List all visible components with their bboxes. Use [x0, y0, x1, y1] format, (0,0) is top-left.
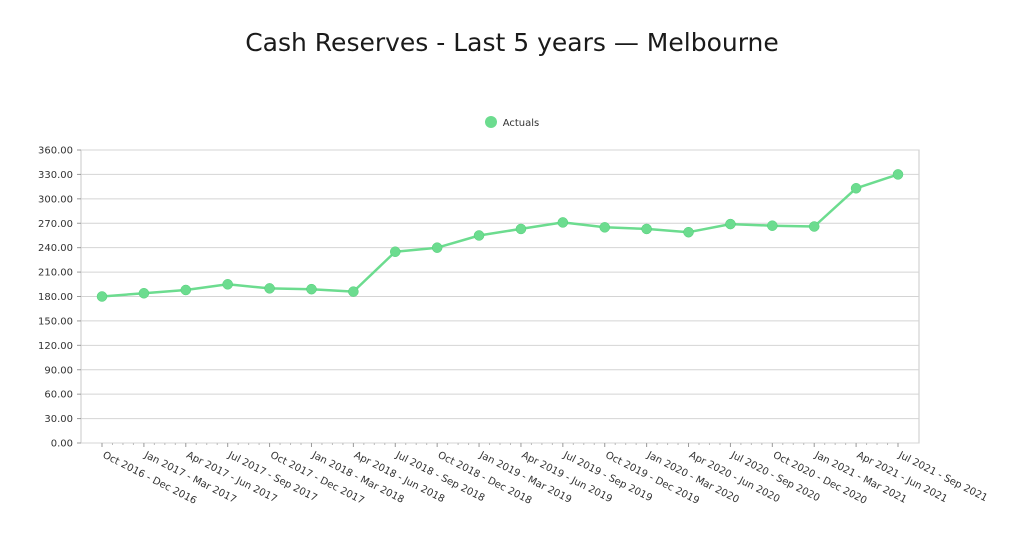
legend-marker	[484, 116, 497, 128]
y-tick-label: 120.00	[38, 341, 73, 352]
legend-label: Actuals	[502, 118, 540, 129]
y-tick-label: 330.00	[38, 170, 73, 181]
y-tick-label: 180.00	[38, 292, 73, 303]
data-point	[725, 218, 736, 230]
data-point	[515, 223, 527, 235]
data-point	[473, 230, 485, 241]
y-tick-label: 270.00	[38, 219, 73, 230]
data-point	[767, 220, 778, 231]
data-point	[892, 169, 904, 180]
data-point	[683, 226, 694, 238]
y-tick-label: 240.00	[38, 243, 73, 254]
data-point	[390, 246, 401, 257]
y-tick-label: 300.00	[38, 194, 73, 205]
data-point	[264, 283, 275, 294]
data-point	[850, 183, 862, 194]
data-point	[348, 286, 359, 297]
data-point	[557, 217, 569, 228]
y-tick-label: 210.00	[38, 268, 73, 279]
y-tick-label: 90.00	[44, 365, 73, 376]
y-tick-label: 360.00	[38, 146, 73, 157]
y-tick-label: 60.00	[44, 390, 73, 401]
y-tick-label: 150.00	[38, 316, 73, 327]
data-point	[808, 221, 820, 232]
data-point	[96, 291, 108, 302]
data-point	[222, 279, 233, 290]
data-point	[599, 222, 610, 233]
data-point	[641, 223, 652, 235]
data-point	[180, 284, 192, 296]
series-line-actuals	[101, 173, 899, 298]
legend: Actuals	[0, 116, 1024, 129]
y-tick-label: 0.00	[51, 439, 73, 450]
data-point	[431, 242, 443, 253]
chart-title: Cash Reserves - Last 5 years — Melbourne	[245, 28, 779, 57]
y-tick-label: 30.00	[44, 414, 73, 425]
data-point	[306, 283, 317, 295]
data-point	[138, 287, 150, 299]
